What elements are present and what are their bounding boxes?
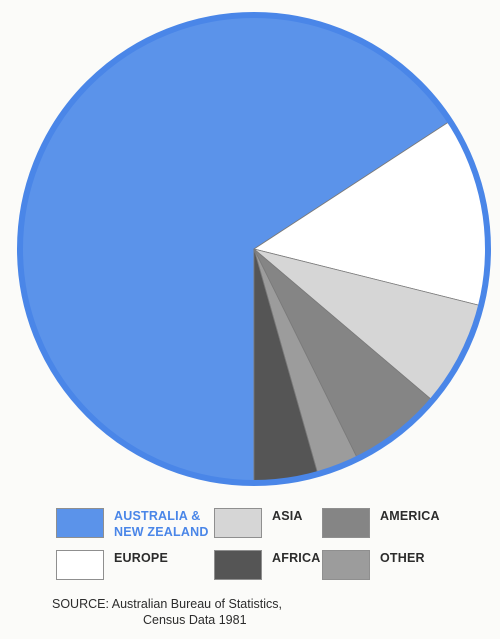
pie-chart <box>17 12 491 486</box>
legend-label-america: AMERICA <box>380 509 440 523</box>
legend-label-australia-nz: AUSTRALIA & NEW ZEALAND <box>114 509 209 539</box>
legend-swatch-other <box>322 550 370 580</box>
source-line1: Australian Bureau of Statistics, <box>111 597 282 611</box>
legend-label-asia: ASIA <box>272 509 303 523</box>
source-line2: Census Data 1981 <box>143 613 247 627</box>
legend-item-asia: ASIA <box>214 508 303 538</box>
legend-swatch-europe <box>56 550 104 580</box>
source-prefix: SOURCE: <box>52 597 109 611</box>
legend-item-europe: EUROPE <box>56 550 168 580</box>
legend-swatch-asia <box>214 508 262 538</box>
legend-label-other: OTHER <box>380 551 425 565</box>
legend-swatch-australia-nz <box>56 508 104 538</box>
source-note: SOURCE: Australian Bureau of Statistics,… <box>52 596 282 628</box>
legend-item-africa: AFRICA <box>214 550 320 580</box>
legend-swatch-america <box>322 508 370 538</box>
legend-swatch-africa <box>214 550 262 580</box>
legend-label-europe: EUROPE <box>114 551 168 565</box>
legend-item-america: AMERICA <box>322 508 440 538</box>
legend-item-other: OTHER <box>322 550 425 580</box>
legend-item-australia-nz: AUSTRALIA & NEW ZEALAND <box>56 508 209 540</box>
legend-label-africa: AFRICA <box>272 551 321 565</box>
pie-outline <box>17 12 491 486</box>
